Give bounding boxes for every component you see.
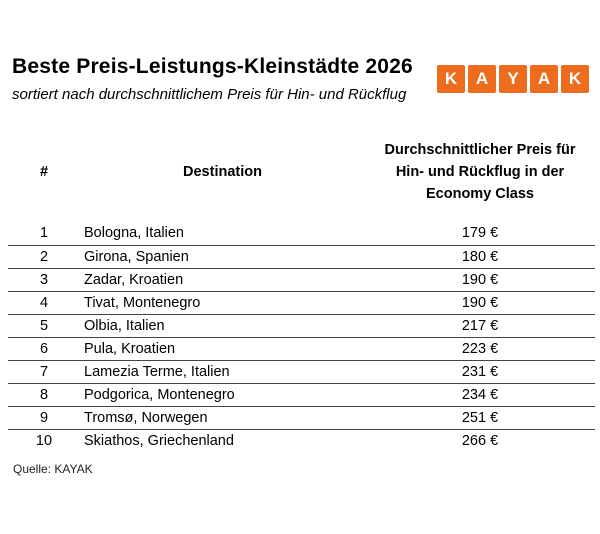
price-cell: 180 € bbox=[365, 245, 595, 269]
table-row: 10 Skiathos, Griechenland 266 € bbox=[8, 429, 595, 452]
kayak-logo-tile: A bbox=[468, 65, 496, 93]
kayak-logo-tile: K bbox=[437, 65, 465, 93]
rank-cell: 6 bbox=[8, 337, 80, 361]
destination-cell: Podgorica, Montenegro bbox=[80, 383, 365, 407]
table-row: 5 Olbia, Italien 217 € bbox=[8, 314, 595, 338]
destination-cell: Tivat, Montenegro bbox=[80, 291, 365, 315]
rank-column-header: # bbox=[39, 164, 49, 180]
price-cell: 231 € bbox=[365, 360, 595, 384]
rank-cell: 3 bbox=[8, 268, 80, 292]
destination-cell: Skiathos, Griechenland bbox=[84, 432, 234, 449]
destination-cell: Girona, Spanien bbox=[80, 245, 365, 269]
rank-cell: 10 bbox=[35, 432, 53, 449]
price-cell: 190 € bbox=[365, 291, 595, 315]
rank-cell: 4 bbox=[8, 291, 80, 315]
price-cell: 217 € bbox=[365, 314, 595, 338]
price-cell: 179 € bbox=[365, 222, 595, 246]
destination-cell: Zadar, Kroatien bbox=[80, 268, 365, 292]
table-row: 3 Zadar, Kroatien 190 € bbox=[8, 268, 595, 292]
rank-cell: 9 bbox=[8, 406, 80, 430]
ranking-table: # Destination Durchschnittlicher Preis f… bbox=[8, 139, 595, 452]
table-row: 8 Podgorica, Montenegro 234 € bbox=[8, 383, 595, 407]
rank-cell: 5 bbox=[8, 314, 80, 338]
table-row: 6 Pula, Kroatien 223 € bbox=[8, 337, 595, 361]
destination-cell: Bologna, Italien bbox=[80, 222, 365, 246]
price-cell: 266 € bbox=[461, 432, 499, 449]
price-cell: 234 € bbox=[365, 383, 595, 407]
kayak-logo-tile: A bbox=[530, 65, 558, 93]
destination-cell: Lamezia Terme, Italien bbox=[80, 360, 365, 384]
rank-cell: 1 bbox=[8, 222, 80, 246]
destination-cell: Pula, Kroatien bbox=[80, 337, 365, 361]
source-note: Quelle: KAYAK bbox=[13, 462, 93, 476]
destination-cell: Tromsø, Norwegen bbox=[80, 406, 365, 430]
price-cell: 223 € bbox=[365, 337, 595, 361]
table-row: 4 Tivat, Montenegro 190 € bbox=[8, 291, 595, 315]
kayak-logo-tile: K bbox=[561, 65, 589, 93]
page-title: Beste Preis-Leistungs-Kleinstädte 2026 bbox=[12, 55, 413, 78]
kayak-logo-tile: Y bbox=[499, 65, 527, 93]
page: K A Y A K Beste Preis-Leistungs-Kleinstä… bbox=[0, 55, 600, 534]
rank-cell: 7 bbox=[8, 360, 80, 384]
table-row: 2 Girona, Spanien 180 € bbox=[8, 245, 595, 269]
rank-cell: 8 bbox=[8, 383, 80, 407]
table-row: 1 Bologna, Italien 179 € bbox=[8, 222, 595, 246]
destination-column-header: Destination bbox=[183, 164, 262, 180]
kayak-logo: K A Y A K bbox=[437, 65, 589, 93]
destination-cell: Olbia, Italien bbox=[80, 314, 365, 338]
price-cell: 251 € bbox=[365, 406, 595, 430]
rank-cell: 2 bbox=[8, 245, 80, 269]
table-row: 9 Tromsø, Norwegen 251 € bbox=[8, 406, 595, 430]
price-column-header: Durchschnittlicher Preis für Hin- und Rü… bbox=[384, 142, 576, 202]
page-subtitle: sortiert nach durchschnittlichem Preis f… bbox=[12, 86, 407, 103]
price-cell: 190 € bbox=[365, 268, 595, 292]
table-row: 7 Lamezia Terme, Italien 231 € bbox=[8, 360, 595, 384]
header-row: # Destination Durchschnittlicher Preis f… bbox=[8, 139, 595, 222]
